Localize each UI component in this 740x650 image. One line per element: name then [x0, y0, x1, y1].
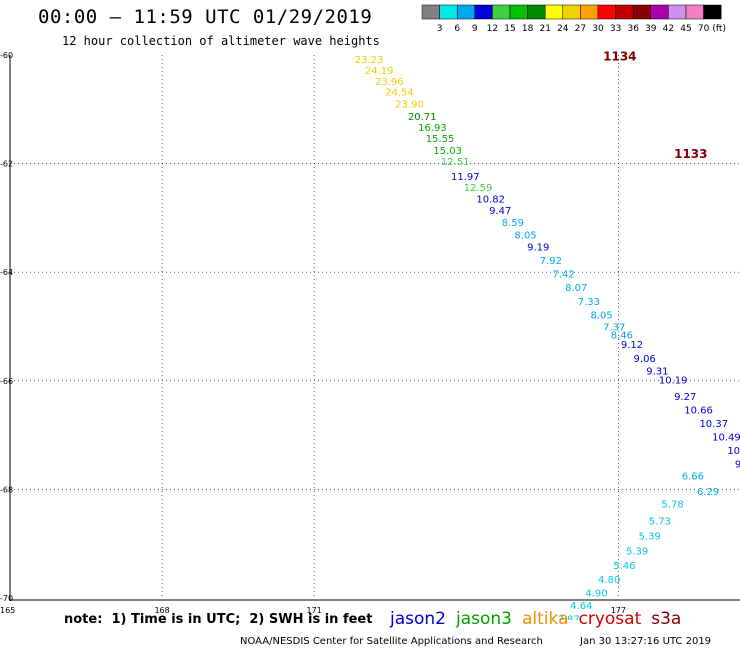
wave-height-point: 6.29	[697, 487, 719, 498]
scale-label: 27	[575, 24, 586, 34]
pass-time-label: 1134	[603, 49, 636, 63]
mission-label-altika: altika	[522, 609, 569, 629]
scale-label: 18	[522, 24, 534, 34]
wave-height-point: 6.66	[682, 472, 704, 483]
x-tick-label: 171	[307, 606, 322, 615]
wave-height-point: 5.78	[661, 499, 683, 510]
y-tick-label: -66	[0, 377, 13, 386]
mission-label-cryosat: cryosat	[578, 609, 642, 629]
scale-label: 39	[645, 24, 657, 34]
mission-label-s3a: s3a	[651, 609, 682, 629]
wave-height-point: 8.59	[502, 218, 524, 229]
wave-height-point: 8.07	[565, 283, 587, 294]
wave-height-point: 10.19	[659, 376, 688, 387]
wave-height-point: 20.71	[408, 112, 437, 123]
wave-height-point: 12.59	[464, 183, 493, 194]
units-note: note: 1) Time is in UTC; 2) SWH is in fe…	[64, 612, 373, 627]
wave-height-point: 15.55	[426, 134, 455, 145]
wave-height-point: 5.73	[649, 517, 671, 528]
wave-height-point: 7.33	[578, 297, 600, 308]
scale-label: 6	[454, 24, 460, 34]
x-tick-label: 165	[0, 606, 15, 615]
wave-height-point: 5.46	[613, 561, 635, 572]
wave-height-point: 8.05	[590, 310, 612, 321]
wave-height-point: 8.05	[514, 231, 536, 242]
wave-height-point: 9.19	[527, 242, 549, 253]
wave-height-point: 9.06	[634, 354, 656, 365]
y-tick-label: -62	[0, 160, 13, 169]
y-tick-label: -60	[0, 51, 13, 60]
scale-label: 30	[592, 24, 604, 34]
scale-label: 9	[472, 24, 478, 34]
wave-height-point: 10.37	[699, 419, 728, 430]
wave-height-point: 12.51	[441, 157, 470, 168]
wave-height-point: 9.72	[735, 460, 740, 471]
footer-credit: NOAA/NESDIS Center for Satellite Applica…	[240, 636, 543, 647]
wave-height-point: 5.39	[639, 531, 661, 542]
scale-label: 24	[557, 24, 569, 34]
scale-label: 42	[663, 24, 674, 34]
wave-height-point: 16.93	[418, 123, 447, 134]
chart-subtitle: 12 hour collection of altimeter wave hei…	[62, 34, 380, 48]
scale-swatch	[703, 4, 722, 20]
scale-label: 36	[627, 24, 639, 34]
wave-height-point: 23.90	[395, 100, 424, 111]
wave-height-point: 24.19	[365, 66, 394, 77]
wave-height-point: 9.27	[674, 392, 696, 403]
wave-height-point: 7.42	[552, 270, 574, 281]
scale-label: 33	[610, 24, 621, 34]
wave-height-point: 9.47	[489, 206, 511, 217]
x-tick-label: 168	[154, 606, 169, 615]
mission-label-jason2: jason2	[390, 609, 446, 629]
scale-label: 70	[698, 24, 710, 34]
wave-height-point: 7.37	[603, 322, 625, 333]
wave-height-point: 10.82	[476, 195, 505, 206]
wave-height-point: 8.46	[611, 330, 633, 341]
wave-height-point: 9.12	[621, 340, 643, 351]
wave-height-point: 23.96	[375, 77, 404, 88]
x-tick-label: 177	[611, 606, 626, 615]
scale-label: (ft)	[712, 24, 726, 34]
wave-height-point: 5.39	[626, 547, 648, 558]
scale-label: 21	[539, 24, 550, 34]
y-tick-label: -70	[0, 594, 13, 603]
scale-label: 15	[504, 24, 515, 34]
wave-height-point: 24.54	[385, 88, 414, 99]
wave-height-point: 4.80	[598, 575, 620, 586]
wave-height-point: 15.03	[433, 146, 462, 157]
y-tick-label: -68	[0, 485, 13, 494]
wave-height-point: 9.31	[646, 366, 668, 377]
y-tick-label: -64	[0, 268, 13, 277]
scale-label: 3	[437, 24, 443, 34]
wave-height-point: 10.66	[684, 405, 713, 416]
wave-height-point: 10.49	[727, 446, 740, 457]
color-scale-legend: 3 6 9 12 15 18 21 24 27 30 33 36 39 42 45 70 (ft)	[421, 4, 726, 34]
mission-legend: jason2 jason3 altika cryosat s3a	[390, 609, 691, 629]
wave-height-map: 165168171-174177-60-62-64-66-68-7023.232…	[0, 49, 740, 620]
wave-height-point: 11.97	[451, 172, 480, 183]
wave-height-point: 3.87	[558, 614, 580, 620]
scale-label: 45	[680, 24, 691, 34]
scale-label: 12	[487, 24, 498, 34]
wave-height-point: 23.23	[355, 55, 384, 66]
mission-label-jason3: jason3	[456, 609, 512, 629]
wave-height-point: 10.49	[712, 433, 740, 444]
footer-timestamp: Jan 30 13:27:16 UTC 2019	[580, 636, 712, 647]
wave-height-point: 4.90	[585, 588, 607, 599]
chart-title: 00:00 – 11:59 UTC 01/29/2019	[38, 6, 373, 28]
wave-height-point: 4.64	[570, 601, 592, 612]
pass-time-label: 1133	[674, 147, 707, 161]
wave-height-point: 7.92	[540, 256, 562, 267]
